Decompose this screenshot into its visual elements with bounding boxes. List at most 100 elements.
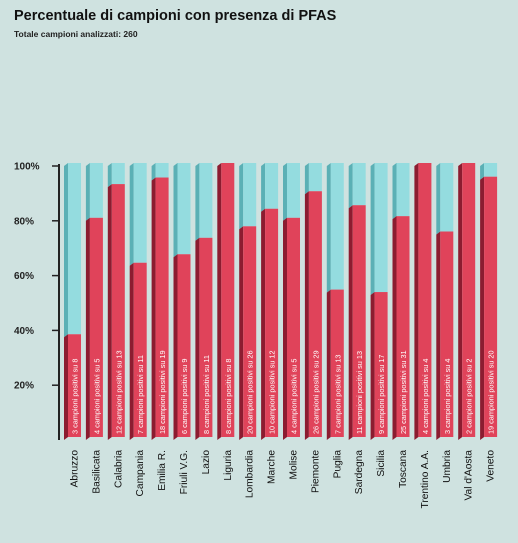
bar-remainder-12-front: [330, 163, 344, 290]
bar-remainder-11: [304, 163, 322, 195]
bar-remainder-8: [239, 163, 257, 230]
bar-13: [348, 205, 366, 440]
bar-remainder-2-side: [107, 163, 112, 188]
bar-7: [217, 163, 235, 440]
chart-title: Percentuale di campioni con presenza di …: [14, 8, 337, 24]
category-label: Friuli V.G.: [179, 450, 190, 494]
bar-remainder-10-side: [283, 163, 287, 221]
bar-12-side: [326, 289, 331, 440]
bar-3: [129, 262, 147, 440]
bar-12-front: [330, 289, 344, 437]
chart-subtitle: Totale campioni analizzati: 260: [14, 29, 138, 39]
category-label: Sardegna: [354, 450, 365, 495]
category-label: Abruzzo: [70, 450, 81, 488]
bar-9-front: [265, 208, 279, 437]
category-label: Molise: [289, 450, 300, 480]
bar-remainder-15-side: [392, 163, 397, 220]
bar-remainder-19: [480, 163, 498, 180]
bar-6: [195, 237, 213, 440]
bar-remainder-8-side: [239, 163, 244, 230]
bar-5-front: [177, 254, 191, 437]
bar-remainder-3-front: [133, 163, 147, 263]
bar-12: [326, 289, 344, 440]
bar-remainder-8-front: [243, 163, 257, 227]
bar-10-front: [287, 217, 300, 437]
bar-remainder-19-front: [484, 163, 498, 177]
bar-remainder-1: [85, 163, 103, 221]
bar-0: [64, 334, 81, 440]
data-label: 12 campioni positivi su 13: [114, 350, 123, 434]
bar-remainder-9: [261, 163, 279, 212]
bar-7-side: [217, 163, 222, 440]
bar-6-side: [195, 237, 200, 440]
bar-2-side: [107, 184, 112, 440]
category-label: Liguria: [223, 450, 234, 481]
bar-remainder-1-side: [85, 163, 90, 221]
bar-16-side: [414, 163, 419, 440]
category-label: Emilia R.: [157, 450, 168, 491]
data-label: 7 campioni positivi su 13: [333, 355, 342, 435]
bar-6-front: [199, 237, 213, 437]
bar-remainder-10-front: [287, 163, 300, 218]
bar-14-side: [370, 292, 375, 440]
category-label: Marche: [267, 450, 278, 484]
bar-18: [458, 163, 476, 440]
bar-remainder-4: [151, 163, 169, 181]
bar-remainder-11-front: [308, 163, 322, 192]
bar-16-front: [418, 163, 432, 437]
bar-remainder-10: [283, 163, 300, 221]
bar-10: [283, 217, 300, 440]
bar-11-front: [308, 191, 322, 437]
bar-7-front: [221, 163, 235, 437]
bar-remainder-11-side: [304, 163, 309, 195]
bar-remainder-17-front: [440, 163, 454, 232]
y-tick-label: 80%: [14, 216, 34, 227]
bar-11: [304, 191, 322, 440]
data-label: 11 campioni positivi su 13: [355, 351, 364, 434]
data-label: 6 campioni positivi su 9: [180, 359, 189, 434]
bar-19-side: [480, 176, 485, 440]
category-label: Trentino A.A.: [420, 450, 431, 509]
bar-19-front: [484, 176, 498, 437]
bar-0-side: [64, 334, 68, 440]
bar-remainder-13: [348, 163, 366, 209]
bar-0-front: [68, 334, 81, 437]
bar-remainder-15: [392, 163, 410, 220]
data-label: 4 campioni positivi su 5: [290, 359, 299, 434]
bar-4-side: [151, 177, 156, 440]
bar-remainder-3-side: [129, 163, 134, 266]
category-label: Veneto: [486, 450, 497, 482]
category-label: Lazio: [201, 450, 212, 475]
bar-remainder-2: [107, 163, 125, 188]
bar-11-side: [304, 191, 309, 440]
bar-remainder-0-front: [68, 163, 81, 335]
bar-9: [261, 208, 279, 440]
data-label: 3 campioni positivi su 4: [443, 359, 452, 434]
bar-remainder-17-side: [436, 163, 441, 235]
bar-9-side: [261, 208, 266, 440]
bar-remainder-6: [195, 163, 213, 241]
category-label: Basilicata: [91, 450, 102, 494]
data-label: 25 campioni positivi su 31: [399, 350, 408, 434]
data-label: 19 campioni positivi su 20: [487, 350, 496, 434]
category-label: Val d'Aosta: [464, 450, 475, 501]
bar-remainder-9-front: [265, 163, 279, 209]
data-label: 8 campioni positivi su 8: [224, 359, 233, 434]
bar-5-side: [173, 254, 178, 440]
category-label: Toscana: [398, 450, 409, 488]
category-label: Calabria: [113, 450, 124, 488]
data-label: 26 campioni positivi su 29: [311, 350, 320, 434]
bar-remainder-4-front: [155, 163, 169, 178]
bar-remainder-14-front: [374, 163, 388, 293]
y-tick-label: 40%: [14, 326, 34, 337]
bar-remainder-1-front: [89, 163, 103, 218]
bar-1-side: [85, 217, 90, 440]
data-label: 3 campioni positivi su 8: [71, 359, 80, 434]
bar-remainder-5: [173, 163, 191, 258]
bar-2-front: [111, 184, 125, 437]
category-label: Sicilia: [376, 450, 387, 477]
bar-8: [239, 226, 257, 440]
bar-remainder-13-side: [348, 163, 353, 209]
bar-remainder-14-side: [370, 163, 375, 296]
bar-remainder-12: [326, 163, 344, 293]
